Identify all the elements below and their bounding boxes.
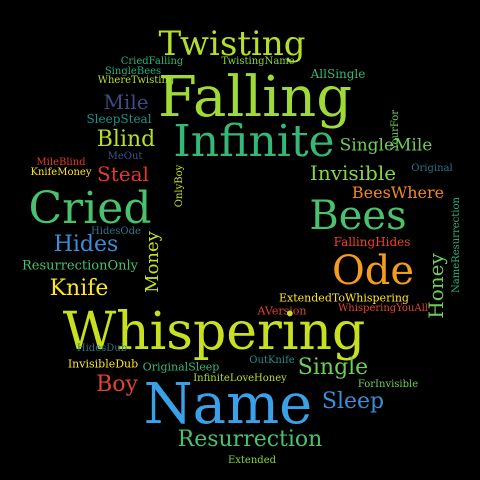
word-outknife: OutKnife bbox=[249, 355, 295, 366]
word-infinite: Infinite bbox=[173, 116, 335, 167]
word-resurrectiononly: ResurrectionOnly bbox=[21, 258, 139, 274]
word-falling: Falling bbox=[157, 65, 353, 130]
word-beeswhere: BeesWhere bbox=[351, 183, 445, 202]
word-honey: Honey bbox=[424, 253, 448, 319]
word-mile: Mile bbox=[103, 90, 149, 114]
word-cried: Cried bbox=[28, 183, 152, 234]
word-resurrection: Resurrection bbox=[177, 427, 323, 452]
word-aversion: AVersion bbox=[257, 304, 307, 318]
word-allsingle: AllSingle bbox=[310, 67, 366, 81]
word-singlemile: SingleMile bbox=[339, 135, 433, 156]
word-knifemoney: KnifeMoney bbox=[30, 167, 92, 178]
word-hides: Hides bbox=[53, 232, 119, 257]
word-invisible: Invisible bbox=[309, 161, 397, 185]
word-fallinghides: FallingHides bbox=[333, 235, 411, 249]
word-knife: Knife bbox=[49, 276, 109, 301]
word-blind: Blind bbox=[96, 127, 156, 152]
word-original: Original bbox=[411, 163, 453, 174]
word-twisting: Twisting bbox=[158, 24, 306, 64]
word-extendedtowhispering: ExtendedToWhispering bbox=[279, 291, 409, 305]
word-wheretwisting: WhereTwisting bbox=[97, 75, 175, 86]
word-criedfalling: CriedFalling bbox=[120, 56, 184, 67]
word-onlyboy: OnlyBoy bbox=[174, 164, 185, 208]
word-forinvisible: ForInvisible bbox=[357, 379, 419, 390]
word-twistingname: TwistingName bbox=[221, 56, 295, 67]
word-whispering: Whispering bbox=[62, 302, 366, 362]
word-whisperingyouall: WhisperingYouAll bbox=[338, 303, 428, 314]
word-invisibledub: InvisibleDub bbox=[67, 357, 139, 371]
word-infiniteloveh: InfiniteLoveHoney bbox=[193, 373, 287, 384]
word-name: Name bbox=[143, 372, 313, 437]
word-steal: Steal bbox=[97, 162, 149, 186]
word-extended: Extended bbox=[227, 455, 277, 466]
word-sleepsteal: SleepSteal bbox=[86, 112, 152, 126]
word-bees: Bees bbox=[309, 193, 407, 239]
word-hidesode: HidesOde bbox=[91, 226, 141, 237]
word-single: Single bbox=[297, 355, 369, 380]
word-meout: MeOut bbox=[107, 151, 143, 162]
word-nameresurrection: NameResurrection bbox=[451, 197, 462, 293]
word-boy: Boy bbox=[96, 372, 138, 397]
word-originalsleep: OriginalSleep bbox=[142, 360, 220, 374]
word-sleep: Sleep bbox=[321, 389, 385, 414]
word-ode: Ode bbox=[331, 248, 415, 294]
word-money: Money bbox=[142, 231, 163, 293]
word-singlebees: SingleBees bbox=[104, 66, 162, 77]
word-mileblind: MileBlind bbox=[36, 157, 86, 168]
word-hidesdub: HidesDub bbox=[76, 343, 128, 354]
